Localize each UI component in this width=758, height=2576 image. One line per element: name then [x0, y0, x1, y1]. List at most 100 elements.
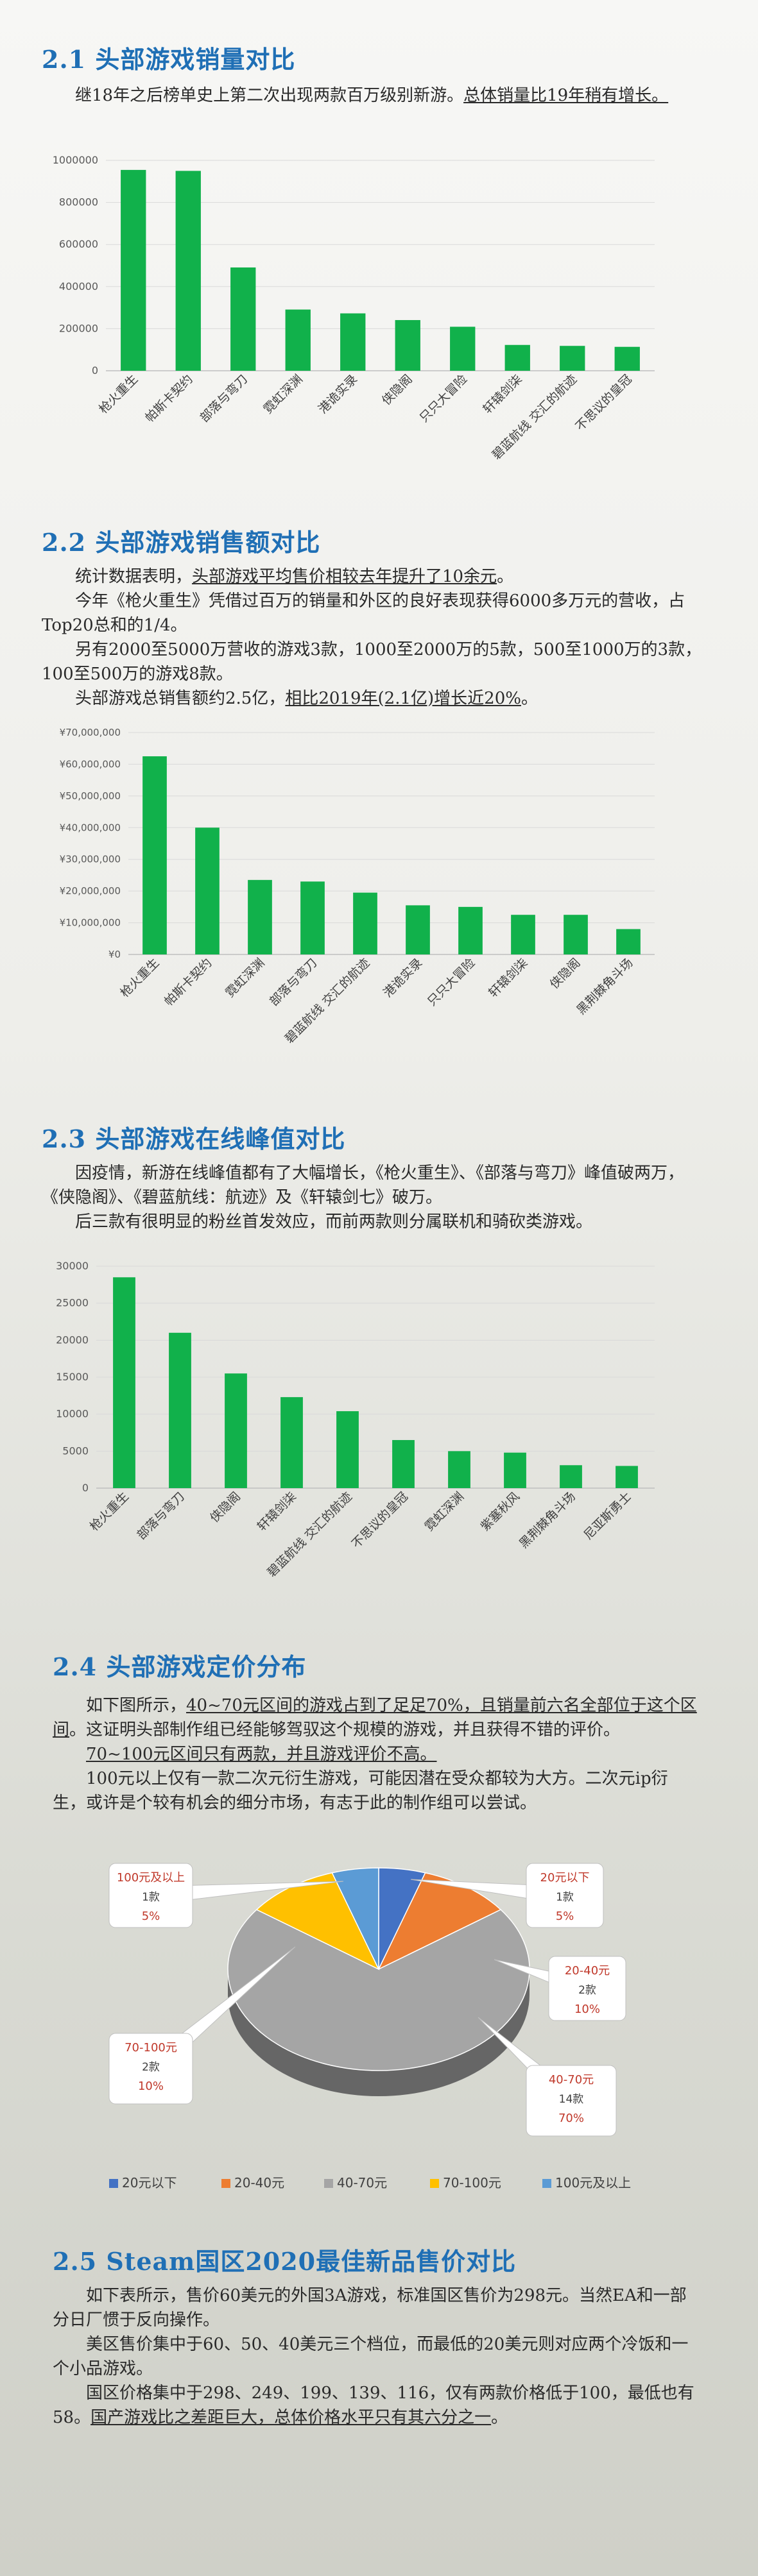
bar: [395, 319, 420, 371]
paragraph: 继18年之后榜单史上第二次出现两款百万级别新游。总体销量比19年稍有增长。: [42, 83, 703, 108]
sales-volume-bar-chart: 0 200000 400000 600000 800000 1000000 枪火重生 帕斯卡契…: [53, 154, 655, 462]
bar: [113, 1277, 135, 1488]
callout-category: 100元及以上: [117, 1871, 185, 1885]
y-tick-label: 800000: [59, 196, 98, 208]
callout-percent: 10%: [138, 2080, 164, 2093]
callout-count: 14款: [559, 2093, 584, 2106]
underlined-text: 头部游戏平均售价相较去年提升了10余元: [192, 567, 497, 586]
bar: [458, 906, 483, 954]
section-title-2-2: 2.2 头部游戏销售额对比: [42, 528, 321, 557]
x-tick-label: 霓虹深渊: [223, 956, 267, 1000]
y-tick-label: 30000: [56, 1260, 89, 1272]
paragraph: 100元以上仅有一款二次元衍生游戏，可能因潜在受众都较为大方。二次元ip衍生，或…: [53, 1769, 668, 1813]
bar: [340, 313, 366, 371]
x-tick-label: 侠隐阁: [547, 956, 583, 992]
y-tick-label: ¥50,000,000: [60, 790, 121, 802]
callout-count: 2款: [142, 2061, 160, 2074]
x-tick-label: 港诡实录: [381, 956, 425, 1000]
x-tick-label: 黑荆棘角斗场: [574, 956, 635, 1017]
bar: [392, 1440, 415, 1488]
bar: [504, 344, 530, 371]
bar: [560, 1465, 582, 1488]
paragraph: 如下图所示，40~70元区间的游戏占到了足足70%，且销量前六名全部位于这个区间…: [53, 1693, 701, 1742]
underlined-text: 总体销量比19年稍有增长。: [463, 86, 669, 105]
bar: [336, 1411, 359, 1488]
bar: [616, 1466, 638, 1488]
section-title-2-1: 2.1 头部游戏销量对比: [42, 45, 296, 74]
y-tick-label: 1000000: [53, 154, 98, 166]
section-2-3-text: 因疫情，新游在线峰值都有了大幅增长，《枪火重生》、《部落与弯刀》峰值破两万，《侠…: [42, 1161, 703, 1234]
underlined-text: 40~70元区间的游戏占到了足足70%，且销量前六名全部位于这个区间: [53, 1696, 697, 1740]
text: 如下图所示，: [86, 1696, 187, 1715]
legend-swatch: [542, 2179, 551, 2188]
bar: [450, 326, 476, 371]
x-tick-label: 侠隐阁: [379, 372, 415, 408]
callout-percent: 5%: [556, 1910, 574, 1923]
paragraph: 另有2000至5000万营收的游戏3款，1000至2000万的5款，500至10…: [42, 640, 702, 684]
callout-box: [526, 2065, 617, 2137]
x-tick-label: 帕斯卡契约: [142, 372, 196, 425]
legend-swatch: [221, 2179, 230, 2188]
x-tick-label: 轩辕剑柒: [255, 1489, 299, 1534]
y-tick-label: 0: [92, 364, 98, 377]
bar: [560, 346, 585, 371]
y-tick-label: 400000: [59, 280, 98, 292]
callout-percent: 70%: [558, 2112, 584, 2125]
x-tick-label: 帕斯卡契约: [162, 956, 215, 1009]
bar: [121, 169, 146, 371]
callout-percent: 10%: [574, 2003, 600, 2016]
pie-slice: [331, 1867, 379, 1970]
paragraph: 美区售价集中于60、50、40美元三个档位，而最低的20美元则对应两个冷饭和一个…: [53, 2335, 689, 2378]
bar: [353, 892, 377, 954]
x-tick-label: 轩辕剑柒: [480, 372, 524, 416]
x-tick-label: 紫塞秋风: [478, 1489, 522, 1534]
text: 头部游戏总销售额约2.5亿，: [75, 689, 286, 708]
section-title-2-3: 2.3 头部游戏在线峰值对比: [42, 1124, 346, 1153]
paragraph: 因疫情，新游在线峰值都有了大幅增长，《枪火重生》、《部落与弯刀》峰值破两万，《侠…: [42, 1164, 685, 1207]
y-tick-label: ¥70,000,000: [60, 727, 121, 738]
y-tick-label: ¥20,000,000: [60, 885, 121, 897]
y-tick-label: ¥40,000,000: [60, 822, 121, 833]
legend-label: 40-70元: [337, 2175, 387, 2190]
y-tick-label: ¥0: [108, 949, 121, 960]
y-tick-label: 25000: [56, 1297, 89, 1309]
bar: [511, 915, 535, 954]
x-tick-label: 枪火重生: [87, 1489, 132, 1534]
x-tick-label: 只只大冒险: [417, 372, 470, 425]
text: 统计数据表明，: [75, 567, 193, 586]
x-tick-label: 枪火重生: [96, 372, 141, 416]
bar: [564, 915, 588, 954]
legend-label: 100元及以上: [555, 2175, 631, 2190]
legend-swatch: [324, 2179, 333, 2188]
bar: [230, 267, 256, 371]
paragraph: 如下表所示，售价60美元的外国3A游戏，标准国区售价为298元。当然EA和一部分…: [53, 2286, 687, 2330]
callout-category: 20元以下: [540, 1871, 590, 1885]
x-tick-label: 霓虹深渊: [422, 1489, 467, 1534]
text: 国区价格集中于298、249、199、139、116，仅有两款价格低于100，最…: [53, 2384, 694, 2427]
y-tick-label: 5000: [62, 1445, 89, 1457]
pie-side: [228, 1969, 530, 2096]
x-tick-label: 尼亚斯勇士: [581, 1489, 634, 1543]
underlined-text: 国产游戏比之差距巨大，总体价格水平只有其六分之一: [90, 2408, 492, 2427]
section-2-5-text: 如下表所示，售价60美元的外国3A游戏，标准国区售价为298元。当然EA和一部分…: [53, 2284, 701, 2430]
y-tick-label: 600000: [59, 238, 98, 250]
paragraph: 头部游戏总销售额约2.5亿，相比2019年(2.1亿)增长近20%。: [42, 686, 703, 711]
section-2-2-text: 统计数据表明，头部游戏平均售价相较去年提升了10余元。 今年《枪火重生》凭借过百…: [42, 564, 703, 711]
section-title-2-5: 2.5 Steam国区2020最佳新品售价对比: [53, 2247, 517, 2276]
callout-category: 70-100元: [125, 2041, 177, 2055]
bar: [285, 309, 311, 371]
legend-label: 70-100元: [443, 2175, 501, 2190]
text: 。: [497, 567, 514, 586]
section-title-2-4: 2.4 头部游戏定价分布: [53, 1652, 307, 1681]
y-tick-label: ¥60,000,000: [60, 758, 121, 770]
callout-percent: 5%: [142, 1910, 160, 1923]
y-tick-label: ¥30,000,000: [60, 854, 121, 865]
y-tick-label: 0: [82, 1482, 89, 1494]
paragraph: 国区价格集中于298、249、199、139、116，仅有两款价格低于100，最…: [53, 2381, 701, 2430]
y-tick-label: 20000: [56, 1334, 89, 1346]
bar: [195, 827, 220, 954]
text: 。: [491, 2408, 508, 2427]
x-tick-label: 不思议的皇冠: [349, 1489, 411, 1551]
bar: [225, 1373, 247, 1488]
bar: [614, 346, 640, 371]
